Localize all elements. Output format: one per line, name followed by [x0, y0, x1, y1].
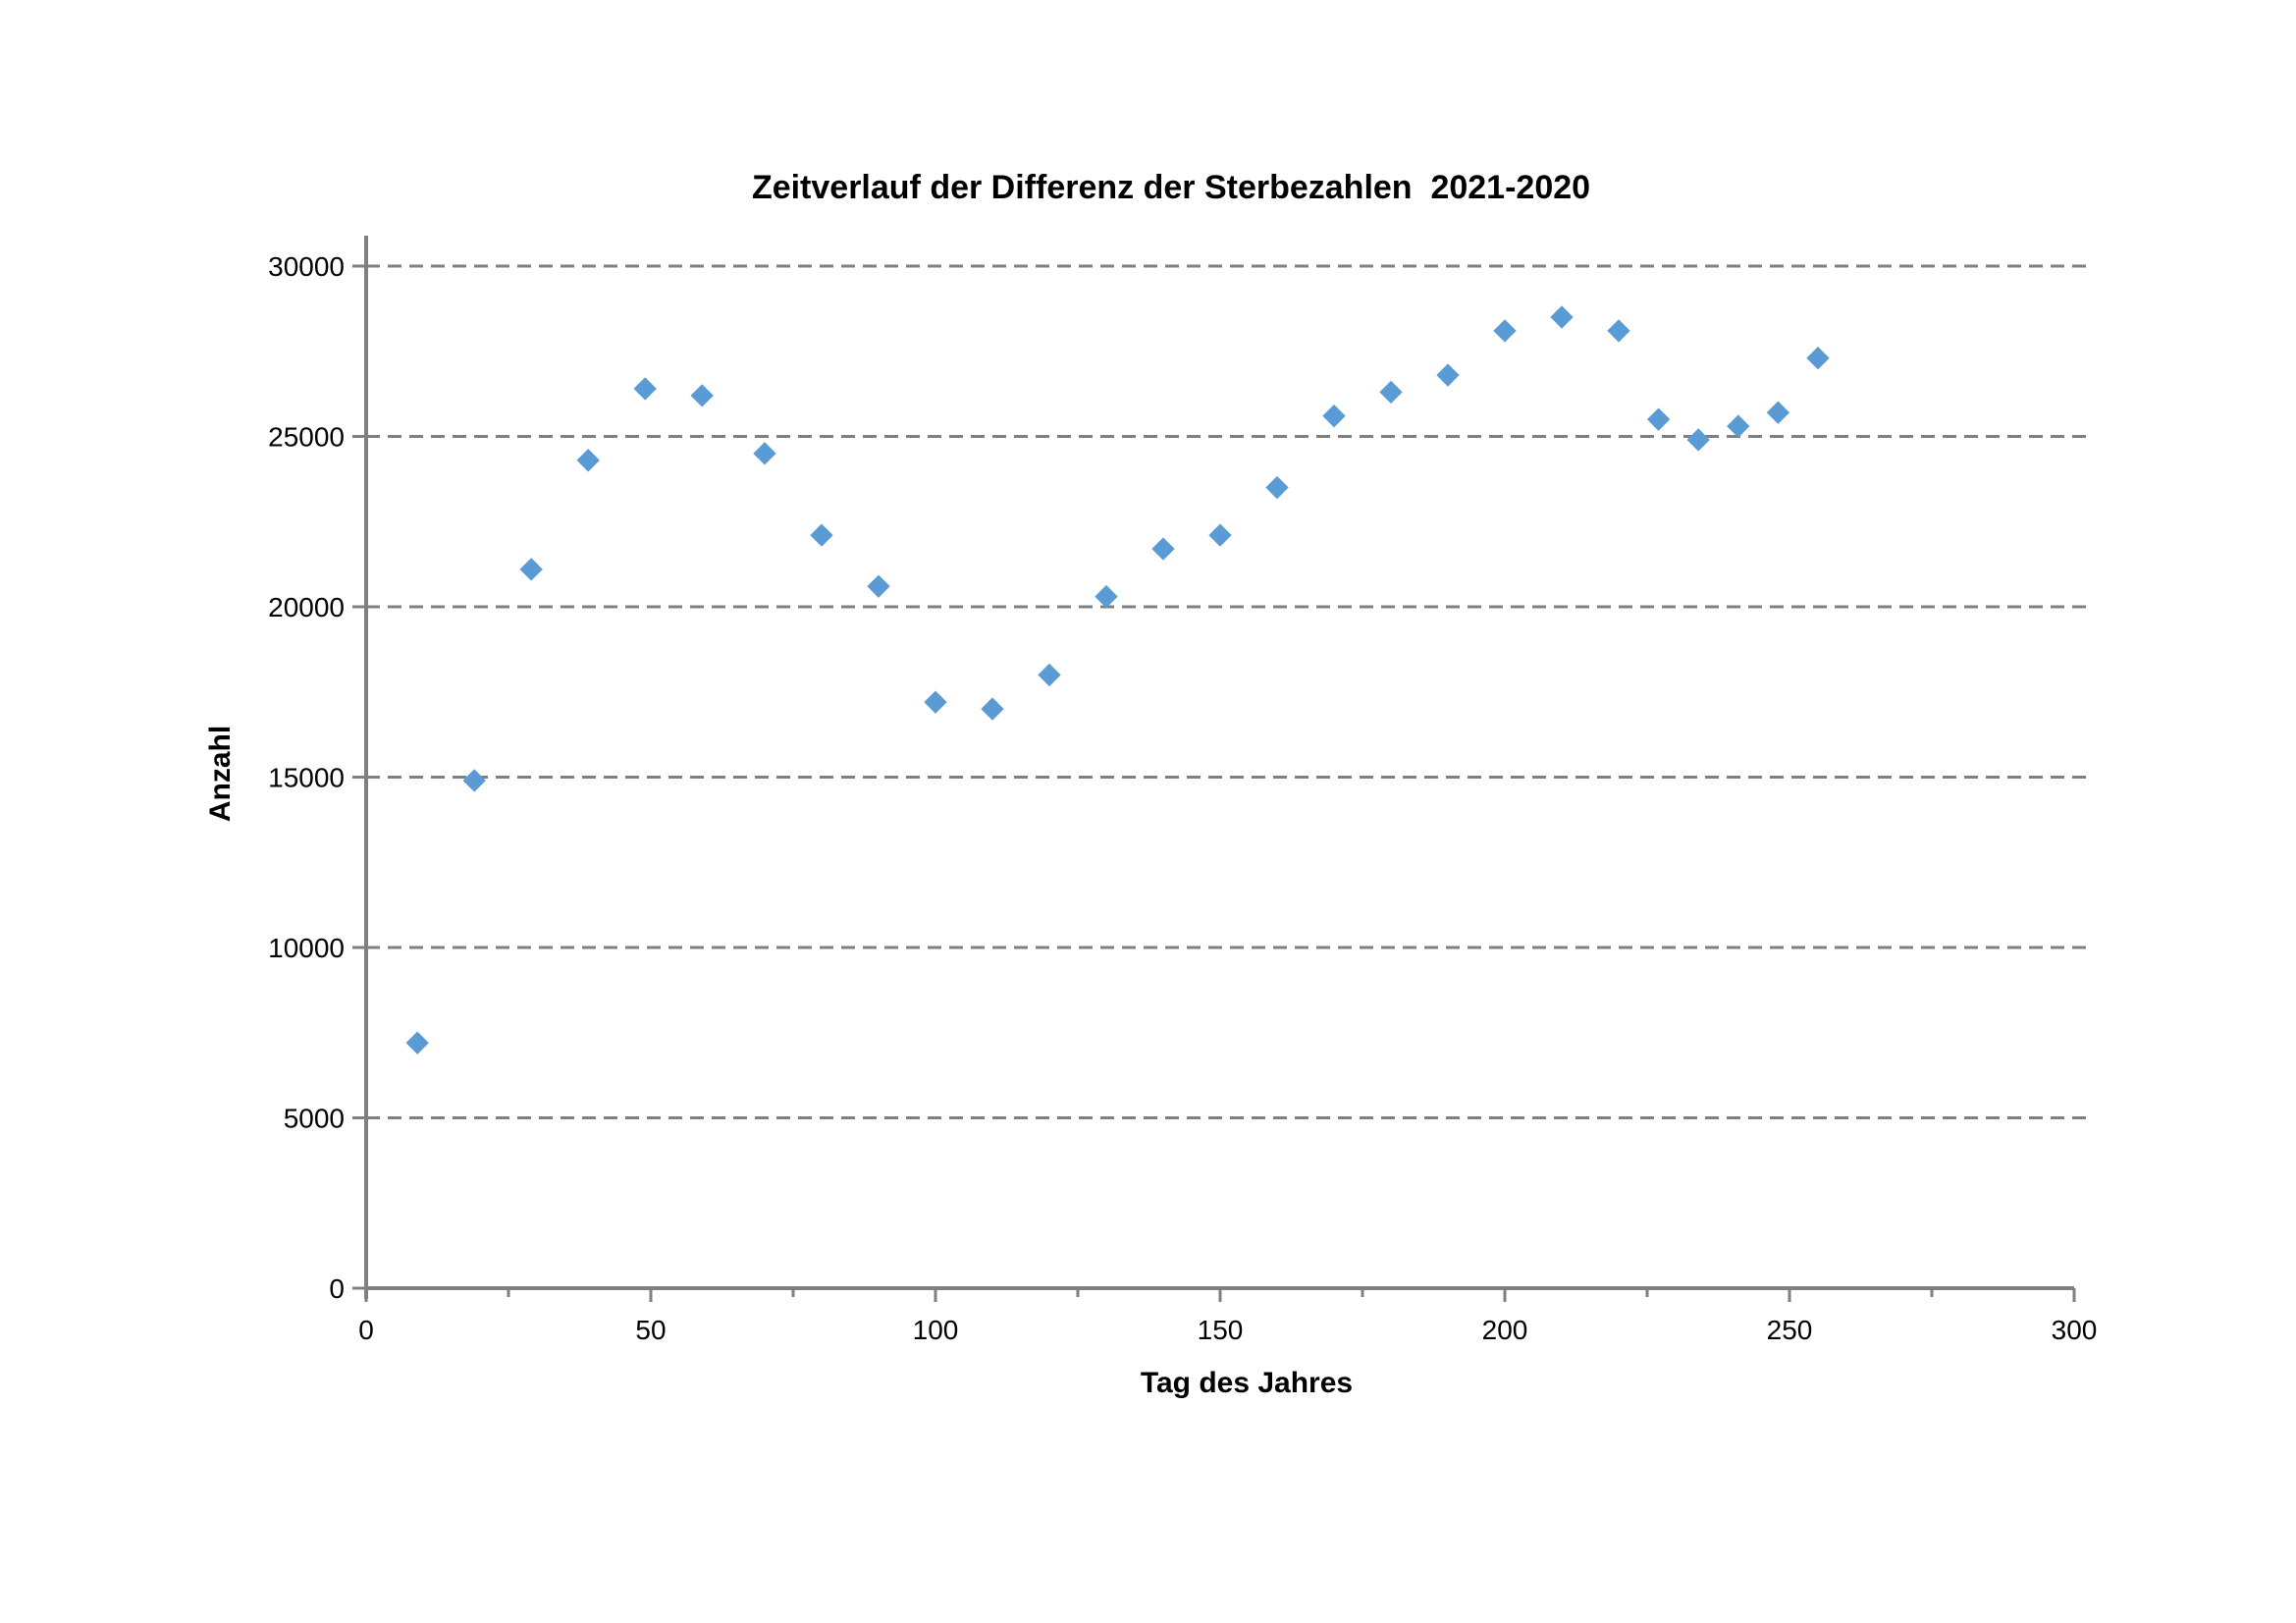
data-point [1379, 380, 1403, 405]
data-point [405, 1031, 429, 1055]
data-point [1436, 363, 1460, 387]
y-tick-label: 5000 [284, 1104, 345, 1134]
chart-title: Zeitverlauf der Differenz der Sterbezahl… [751, 169, 1591, 206]
data-point [1766, 401, 1790, 424]
y-tick-label: 20000 [268, 592, 345, 622]
data-point [1208, 523, 1232, 547]
data-point [1265, 475, 1289, 500]
data-point [462, 769, 486, 792]
x-axis-title: Tag des Jahres [1140, 1367, 1354, 1399]
data-point [633, 377, 657, 401]
data-point [810, 523, 833, 547]
data-point [1151, 537, 1175, 561]
y-tick-label: 0 [329, 1273, 345, 1304]
data-point [1646, 407, 1671, 431]
data-point [1493, 319, 1517, 343]
data-point [1038, 663, 1061, 687]
y-tick-label: 15000 [268, 763, 345, 793]
x-tick-label: 300 [2052, 1315, 2098, 1345]
data-point [753, 442, 776, 465]
data-point [1550, 305, 1574, 329]
data-point [1095, 584, 1118, 609]
data-point [576, 449, 600, 472]
x-tick-label: 150 [1198, 1315, 1244, 1345]
x-tick-label: 0 [358, 1315, 374, 1345]
y-tick-label: 30000 [268, 251, 345, 282]
y-tick-label: 10000 [268, 933, 345, 963]
data-point [924, 690, 947, 714]
data-point [1607, 319, 1630, 343]
data-point [867, 574, 890, 598]
y-tick-label: 25000 [268, 422, 345, 453]
data-point [1686, 428, 1710, 452]
data-point [1322, 405, 1346, 428]
x-tick-label: 250 [1767, 1315, 1813, 1345]
data-point [690, 384, 714, 407]
x-tick-label: 100 [913, 1315, 959, 1345]
data-point [981, 697, 1004, 721]
x-tick-label: 200 [1482, 1315, 1528, 1345]
data-point [1727, 414, 1750, 438]
x-tick-label: 50 [635, 1315, 666, 1345]
data-point [519, 558, 543, 581]
data-point [1806, 347, 1830, 370]
